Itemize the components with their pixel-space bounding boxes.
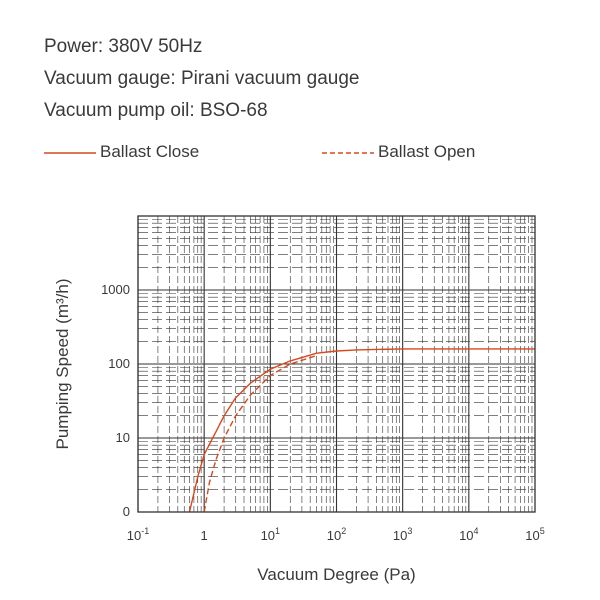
legend-ballast-close: Ballast Close (44, 142, 199, 162)
series-layer (188, 348, 535, 513)
tick-labels: 10-1 1 101 102 103 104 105 0 10 100 1000 (101, 282, 545, 543)
x-tick-label: 105 (525, 526, 544, 543)
y-tick-label: 100 (108, 356, 130, 371)
x-tick-label: 103 (393, 526, 412, 543)
x-tick-label: 104 (459, 526, 478, 543)
legend-ballast-open: Ballast Open (322, 142, 475, 162)
legend-solid-line-icon (44, 151, 96, 154)
legend-label-ballast-open: Ballast Open (378, 142, 476, 161)
spec-pump-oil: Vacuum pump oil: BSO-68 (44, 100, 268, 121)
spec-power: Power: 380V 50Hz (44, 36, 203, 57)
y-axis-title: Pumping Speed (m³/h) (53, 278, 72, 449)
x-tick-label: 101 (261, 526, 280, 543)
legend-label-ballast-close: Ballast Close (100, 142, 200, 161)
x-tick-label: 102 (327, 526, 346, 543)
plot-frame (137, 215, 536, 513)
y-tick-label: 1000 (101, 282, 130, 297)
legend-dashed-line-icon (322, 151, 374, 154)
x-tick-label: 10-1 (127, 526, 149, 543)
spec-vacuum-gauge: Vacuum gauge: Pirani vacuum gauge (44, 68, 360, 89)
grid (137, 216, 535, 513)
series-line-ballast-open (203, 354, 317, 513)
y-tick-label: 0 (123, 504, 130, 519)
x-tick-label: 1 (201, 528, 208, 543)
y-tick-label: 10 (116, 430, 130, 445)
series-line-ballast-close (188, 348, 535, 513)
x-axis-title: Vacuum Degree (Pa) (257, 565, 415, 584)
